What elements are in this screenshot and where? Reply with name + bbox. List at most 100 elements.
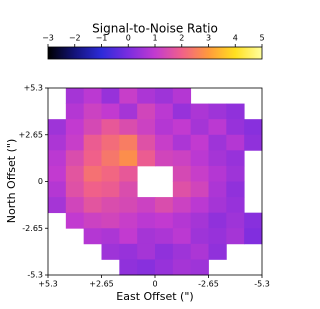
heatmap-cell — [101, 181, 120, 198]
heatmap-cell — [83, 228, 102, 245]
heatmap-cell — [172, 88, 192, 104]
heatmap-cell — [172, 212, 192, 229]
colorbar-tick-label: −3 — [42, 34, 54, 43]
heatmap-cell — [83, 88, 102, 104]
heatmap-cell — [48, 165, 67, 182]
heatmap-cell — [119, 134, 138, 151]
heatmap-cell — [83, 103, 102, 120]
heatmap-cell — [119, 150, 138, 167]
heatmap-cell — [119, 259, 138, 276]
heatmap-cell — [83, 150, 102, 167]
x-tick-label: -2.65 — [198, 280, 219, 289]
heatmap-cell — [190, 165, 209, 182]
colorbar-tick-label: −2 — [69, 34, 81, 43]
heatmap-cell — [244, 119, 263, 136]
heatmap-cell — [190, 243, 209, 260]
x-tick-label: 0 — [152, 280, 157, 289]
heatmap-cell — [172, 165, 192, 182]
heatmap-cell — [208, 119, 227, 136]
heatmap-cell — [190, 134, 209, 151]
heatmap-cell — [172, 150, 192, 167]
y-tick-label: -5.3 — [27, 271, 43, 280]
heatmap-cell — [119, 165, 138, 182]
heatmap-cell — [226, 103, 245, 120]
heatmap-cell — [119, 88, 138, 104]
heatmap-cell — [155, 150, 174, 167]
heatmap-cell — [172, 103, 192, 120]
chart-title: Signal-to-Noise Ratio — [92, 22, 218, 36]
heatmap-cell — [172, 119, 192, 136]
heatmap-cell — [48, 197, 67, 214]
heatmap-cell — [101, 134, 120, 151]
heatmap-cell — [208, 181, 227, 198]
heatmap-cell — [101, 243, 120, 260]
heatmap-cell — [137, 88, 156, 104]
x-tick-label: -5.3 — [254, 280, 270, 289]
mask — [140, 166, 170, 197]
heatmap-cell — [101, 228, 120, 245]
heatmap-cell — [83, 212, 102, 229]
x-tick-label: +5.3 — [38, 280, 57, 289]
heatmap-cell — [226, 134, 245, 151]
heatmap-cell — [48, 181, 67, 198]
colorbar-tick-label: −1 — [96, 34, 108, 43]
heatmap-cell — [65, 212, 85, 229]
colorbar — [47, 46, 263, 60]
heatmap-cell — [83, 119, 102, 136]
heatmap-cell — [155, 259, 174, 276]
heatmap-cell — [172, 134, 192, 151]
heatmap-cell — [65, 150, 85, 167]
heatmap-cell — [65, 181, 85, 198]
heatmap-cell — [119, 103, 138, 120]
y-axis-label: North Offset (") — [5, 139, 18, 223]
heatmap-cell — [65, 165, 85, 182]
heatmap-cell — [83, 197, 102, 214]
heatmap-cell — [83, 165, 102, 182]
heatmap-cell — [137, 150, 156, 167]
heatmap-cell — [137, 243, 156, 260]
heatmap-cell — [137, 259, 156, 276]
heatmap-cell — [155, 243, 174, 260]
y-tick-label: 0 — [38, 177, 43, 186]
colorbar-tick-label: 5 — [259, 34, 264, 43]
y-tick-label: -2.65 — [22, 224, 43, 233]
heatmap-cell — [172, 197, 192, 214]
colorbar-tick-label: 4 — [233, 34, 238, 43]
heatmap-cell — [244, 134, 263, 151]
heatmap-cell — [190, 228, 209, 245]
heatmap-cell — [137, 212, 156, 229]
heatmap-cell — [48, 134, 67, 151]
heatmap-cell — [137, 134, 156, 151]
heatmap-cell — [190, 197, 209, 214]
heatmap-cell — [101, 119, 120, 136]
heatmap-cell — [65, 103, 85, 120]
heatmap-cell — [190, 103, 209, 120]
heatmap-cell — [226, 150, 245, 167]
heatmap-cell — [101, 150, 120, 167]
chart: Signal-to-Noise Ratio East Offset (") No… — [5, 22, 270, 304]
heatmap-cell — [83, 181, 102, 198]
colorbar-tick-label: 3 — [206, 34, 211, 43]
colorbar-tick-label: 1 — [152, 34, 157, 43]
heatmap-cell — [119, 181, 138, 198]
heatmap-cell — [226, 197, 245, 214]
heatmap-cell — [226, 165, 245, 182]
heatmap-cell — [48, 119, 67, 136]
heatmap-cell — [190, 212, 209, 229]
heatmap-cell — [172, 181, 192, 198]
heatmap-cell — [65, 134, 85, 151]
heatmap-cell — [172, 228, 192, 245]
heatmap-cell — [137, 228, 156, 245]
heatmap-cell — [155, 197, 174, 214]
y-tick-label: +5.3 — [24, 84, 43, 93]
colorbar-tick-label: 2 — [179, 34, 184, 43]
heatmap-cell — [226, 212, 245, 229]
heatmap-cell — [65, 119, 85, 136]
y-tick-label: +2.65 — [18, 130, 43, 139]
heatmap-cell — [83, 134, 102, 151]
heatmap-cell — [244, 228, 263, 245]
heatmap-cell — [208, 197, 227, 214]
heatmap-cell — [244, 212, 263, 229]
heatmap-cell — [208, 243, 227, 260]
heatmap-cell — [101, 88, 120, 104]
